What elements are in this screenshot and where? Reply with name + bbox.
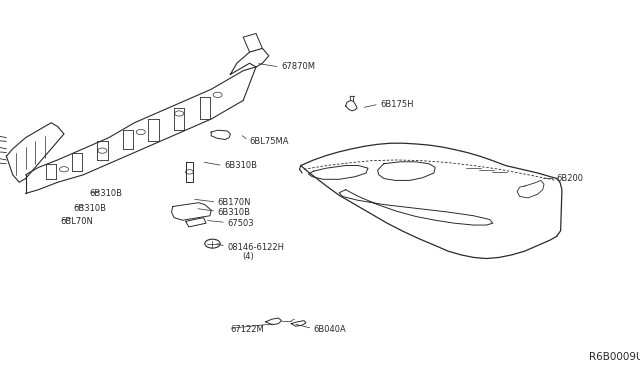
Text: 67870M: 67870M [282,62,316,71]
Text: 67503: 67503 [227,219,254,228]
Text: 67122M: 67122M [230,325,264,334]
Text: 08146-6122H: 08146-6122H [227,243,284,252]
Text: 6B310B: 6B310B [218,208,251,217]
Text: 6B310B: 6B310B [90,189,123,198]
Text: 6BL75MA: 6BL75MA [250,137,289,146]
Text: 6B170N: 6B170N [218,198,251,207]
Text: 6B200: 6B200 [557,174,584,183]
Text: 6B310B: 6B310B [74,204,107,213]
Text: 6BL70N: 6BL70N [61,217,93,226]
Text: (4): (4) [242,252,253,261]
Text: 6B175H: 6B175H [381,100,414,109]
Text: 6B310B: 6B310B [224,161,257,170]
Text: 6B040A: 6B040A [314,325,346,334]
Text: R6B0009U: R6B0009U [589,352,640,362]
